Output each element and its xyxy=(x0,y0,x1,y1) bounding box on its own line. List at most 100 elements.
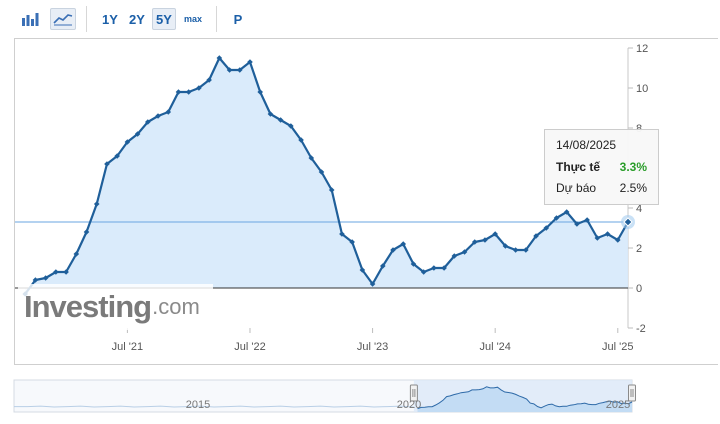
data-point xyxy=(512,247,519,253)
data-point xyxy=(339,231,345,237)
navigator-history-line xyxy=(13,405,414,408)
data-point xyxy=(523,247,529,253)
navigator-label: 2025 xyxy=(606,399,630,411)
navigator-handle xyxy=(628,384,636,402)
watermark-brand: Investing xyxy=(24,289,152,324)
data-point xyxy=(145,119,151,125)
data-point xyxy=(594,235,601,241)
data-point xyxy=(410,261,417,267)
data-point xyxy=(461,249,468,255)
data-point xyxy=(318,169,325,175)
bar-chart-icon[interactable] xyxy=(16,8,44,30)
x-tick-label: Jul '23 xyxy=(357,341,388,353)
data-point xyxy=(267,111,274,117)
data-point xyxy=(134,131,141,137)
watermark-domain: .com xyxy=(152,294,200,319)
x-tick-label: Jul '25 xyxy=(602,341,633,353)
data-point xyxy=(441,265,447,271)
data-point xyxy=(216,55,223,61)
navigator-handle xyxy=(409,384,418,402)
data-point xyxy=(206,77,212,83)
x-tick-label: Jul '21 xyxy=(112,341,143,353)
y-tick-label: 12 xyxy=(636,43,648,55)
navigator-label: 2020 xyxy=(397,399,421,411)
data-point xyxy=(369,281,376,287)
data-point xyxy=(104,161,110,167)
data-point xyxy=(226,67,233,73)
data-point xyxy=(83,229,90,235)
data-point xyxy=(73,251,80,257)
data-point xyxy=(553,215,560,221)
data-point xyxy=(471,239,478,245)
data-point xyxy=(359,267,366,273)
navigator-line xyxy=(417,386,633,410)
toolbar-separator xyxy=(86,6,87,32)
data-point xyxy=(196,85,202,91)
series-area xyxy=(25,58,628,294)
highlight-point xyxy=(623,217,633,227)
range-5y-button[interactable]: 5Y xyxy=(152,8,176,30)
data-tooltip: 14/08/2025 Thực tế 3.3% Dự báo 2.5% xyxy=(544,129,659,205)
data-point xyxy=(63,269,69,275)
data-point xyxy=(42,275,49,281)
data-point xyxy=(492,231,498,237)
navigator-area xyxy=(417,386,632,412)
data-point xyxy=(390,247,396,253)
data-point xyxy=(614,237,621,243)
data-point xyxy=(420,269,427,275)
range-2y-button[interactable]: 2Y xyxy=(129,11,145,27)
data-point xyxy=(114,153,120,159)
data-point xyxy=(563,209,570,215)
data-point xyxy=(400,241,407,247)
navigator-label: 2015 xyxy=(186,399,210,411)
data-point xyxy=(124,139,131,145)
series-line xyxy=(24,56,629,295)
y-tick-label: 2 xyxy=(636,243,642,255)
data-point xyxy=(53,269,59,275)
p-button[interactable]: P xyxy=(233,11,243,27)
data-point xyxy=(175,89,182,95)
data-point xyxy=(257,89,263,95)
chart-toolbar: 1Y 2Y 5Y max P xyxy=(0,0,720,38)
data-point xyxy=(349,239,355,245)
data-point xyxy=(431,265,437,271)
data-point xyxy=(604,231,611,237)
data-point xyxy=(451,253,458,259)
y-tick-label: 4 xyxy=(636,203,642,215)
data-point xyxy=(32,277,39,283)
toolbar-separator xyxy=(216,6,217,32)
data-point xyxy=(277,117,284,123)
range-1y-button[interactable]: 1Y xyxy=(102,11,118,27)
chart-area xyxy=(14,38,718,365)
line-chart-icon[interactable] xyxy=(50,8,76,30)
data-point xyxy=(533,233,539,239)
data-point xyxy=(185,89,192,95)
data-point xyxy=(328,187,335,193)
y-tick-label: 0 xyxy=(636,283,642,295)
y-tick-label: -2 xyxy=(636,323,646,335)
investing-watermark: Investing .com xyxy=(18,284,213,330)
tooltip-forecast-label: Dự báo xyxy=(556,181,597,195)
data-point xyxy=(502,243,509,249)
tooltip-date: 14/08/2025 xyxy=(556,138,617,152)
tooltip-forecast-value: 2.5% xyxy=(619,181,647,195)
data-point xyxy=(543,225,550,231)
data-point xyxy=(308,155,315,161)
x-tick-label: Jul '22 xyxy=(234,341,265,353)
y-tick-label: 10 xyxy=(636,83,648,95)
data-point xyxy=(93,201,100,207)
data-point xyxy=(584,217,590,223)
tooltip-actual-value: 3.3% xyxy=(619,160,647,174)
data-point xyxy=(247,59,253,65)
data-point xyxy=(288,123,294,129)
data-point xyxy=(482,237,488,243)
data-point xyxy=(298,137,304,143)
range-max-button[interactable]: max xyxy=(183,14,202,24)
data-point xyxy=(165,109,172,115)
tooltip-actual-label: Thực tế xyxy=(556,160,601,174)
data-point xyxy=(236,67,243,73)
x-tick-label: Jul '24 xyxy=(479,341,510,353)
data-point xyxy=(574,221,580,227)
